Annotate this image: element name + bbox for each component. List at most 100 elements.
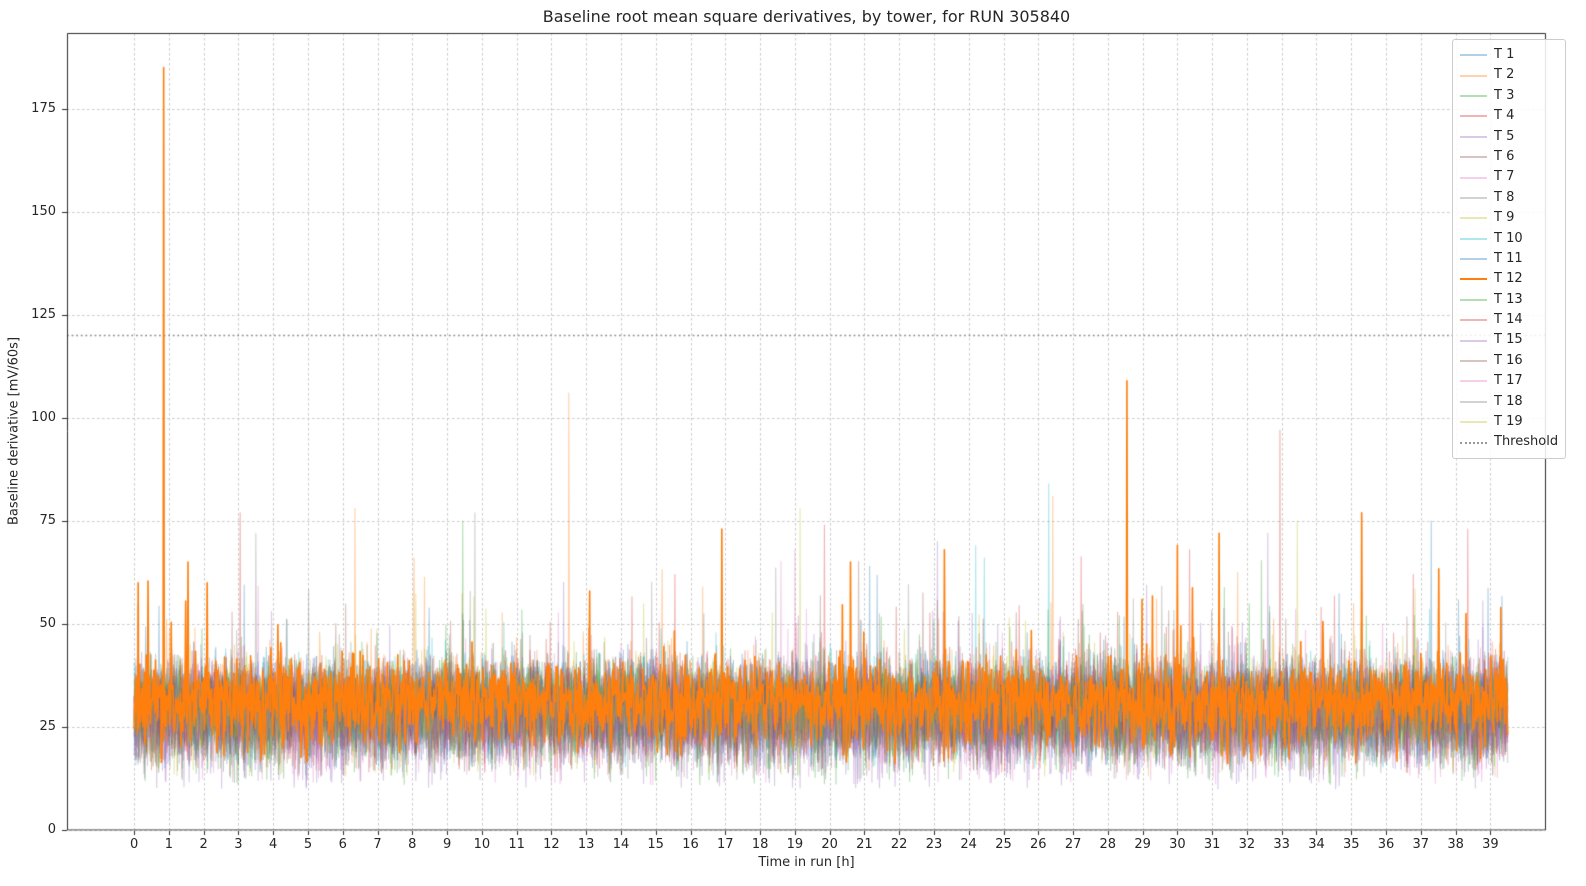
x-tick-label: 39 (1482, 837, 1499, 852)
x-tick-label: 25 (995, 837, 1012, 852)
x-tick-label: 2 (199, 837, 208, 852)
x-tick-label: 27 (1064, 837, 1082, 852)
legend-entry: T 4 (1460, 106, 1558, 126)
y-axis-label: Baseline derivative [mV/60s] (6, 336, 22, 526)
legend-entry: T 11 (1460, 249, 1558, 269)
legend-line-sample (1460, 115, 1487, 118)
x-tick-label: 13 (577, 837, 595, 852)
legend-line-sample (1460, 319, 1487, 322)
legend-label: T 13 (1494, 291, 1523, 307)
legend-label: T 18 (1494, 393, 1523, 409)
legend-label: T 17 (1494, 373, 1523, 389)
x-tick-label: 24 (960, 837, 977, 852)
chart-title: Baseline root mean square derivatives, b… (542, 7, 1071, 26)
y-tick-label: 100 (31, 409, 56, 425)
legend-line-sample (1460, 298, 1487, 301)
legend-entry: T 13 (1460, 290, 1558, 310)
legend-label: T 12 (1494, 271, 1523, 287)
x-tick-label: 33 (1273, 837, 1290, 852)
legend-line-sample (1460, 441, 1487, 444)
legend-line-sample (1460, 400, 1487, 403)
x-tick-label: 32 (1238, 837, 1256, 852)
x-tick-label: 7 (373, 837, 382, 852)
legend-entry: T 6 (1460, 147, 1558, 167)
x-tick-label: 36 (1377, 837, 1395, 852)
legend-label: T 10 (1494, 230, 1523, 246)
x-tick-label: 14 (612, 837, 630, 852)
x-tick-label: 38 (1447, 837, 1464, 852)
x-tick-label: 21 (856, 837, 873, 852)
x-tick-label: 20 (821, 837, 838, 852)
legend-entry: T 10 (1460, 229, 1558, 249)
legend-label: T 16 (1494, 352, 1523, 368)
legend-line-sample (1460, 156, 1487, 159)
legend-line-sample (1460, 278, 1487, 281)
legend-label: T 11 (1494, 250, 1523, 266)
legend-entry: T 12 (1460, 269, 1558, 289)
x-tick-label: 8 (408, 837, 417, 852)
legend-line-sample (1460, 421, 1487, 424)
legend-line-sample (1460, 339, 1487, 342)
x-tick-label: 19 (786, 837, 804, 852)
legend-entry: T 9 (1460, 208, 1558, 228)
x-tick-label: 5 (303, 837, 313, 852)
legend-line-sample (1460, 54, 1487, 57)
x-tick-label: 1 (164, 837, 174, 852)
x-tick-label: 16 (682, 837, 699, 852)
legend-entry: T 5 (1460, 127, 1558, 147)
x-tick-label: 11 (508, 837, 525, 852)
legend-line-sample (1460, 217, 1487, 220)
legend-line-sample (1460, 237, 1487, 240)
legend-label: T 9 (1494, 210, 1515, 226)
legend: T 1 T 2 T 3 T 4 T 5 T 6 T 7 T 8 T 9 T 10 T 11 T 12 T… (1452, 39, 1566, 459)
legend-entry: T 7 (1460, 167, 1558, 187)
legend-label: T 19 (1494, 414, 1523, 430)
legend-entry: T 19 (1460, 412, 1558, 432)
y-tick-label: 25 (39, 719, 56, 734)
x-tick-label: 0 (129, 837, 139, 852)
legend-entry: T 1 (1460, 45, 1558, 65)
legend-entry: T 14 (1460, 310, 1558, 330)
legend-label: T 3 (1494, 87, 1515, 103)
legend-line-sample (1460, 74, 1487, 77)
legend-entry: T 18 (1460, 392, 1558, 412)
x-tick-label: 28 (1099, 837, 1117, 852)
x-tick-label: 22 (890, 837, 908, 852)
legend-entry: Threshold (1460, 432, 1558, 452)
legend-label: T 2 (1494, 67, 1515, 83)
x-tick-label: 15 (647, 837, 664, 852)
legend-line-sample (1460, 258, 1487, 261)
legend-line-sample (1460, 360, 1487, 363)
x-tick-label: 17 (717, 837, 734, 852)
legend-entry: T 2 (1460, 65, 1558, 85)
x-tick-label: 12 (543, 837, 560, 852)
legend-line-sample (1460, 176, 1487, 179)
x-tick-label: 26 (1030, 837, 1047, 852)
y-tick-label: 75 (39, 512, 56, 528)
x-tick-label: 35 (1343, 837, 1360, 852)
legend-line-sample (1460, 196, 1487, 199)
legend-entry: T 15 (1460, 330, 1558, 350)
x-tick-label: 29 (1134, 837, 1151, 852)
x-tick-label: 4 (269, 837, 278, 852)
legend-label: T 7 (1494, 169, 1515, 185)
legend-line-sample (1460, 135, 1487, 138)
y-tick-label: 125 (31, 306, 56, 322)
legend-label: T 4 (1494, 108, 1515, 124)
legend-label: T 15 (1494, 332, 1523, 348)
legend-label: T 8 (1494, 189, 1515, 205)
x-tick-label: 9 (442, 837, 452, 852)
x-tick-label: 18 (751, 837, 769, 852)
legend-label: T 1 (1494, 47, 1515, 62)
x-tick-label: 31 (1203, 837, 1221, 852)
x-tick-label: 3 (234, 837, 243, 852)
x-tick-label: 30 (1169, 837, 1186, 852)
y-tick-label: 150 (31, 203, 56, 219)
y-tick-label: 50 (39, 616, 56, 631)
x-tick-label: 6 (338, 837, 347, 852)
legend-entry: T 3 (1460, 86, 1558, 106)
legend-line-sample (1460, 380, 1487, 383)
x-tick-label: 34 (1308, 837, 1325, 852)
